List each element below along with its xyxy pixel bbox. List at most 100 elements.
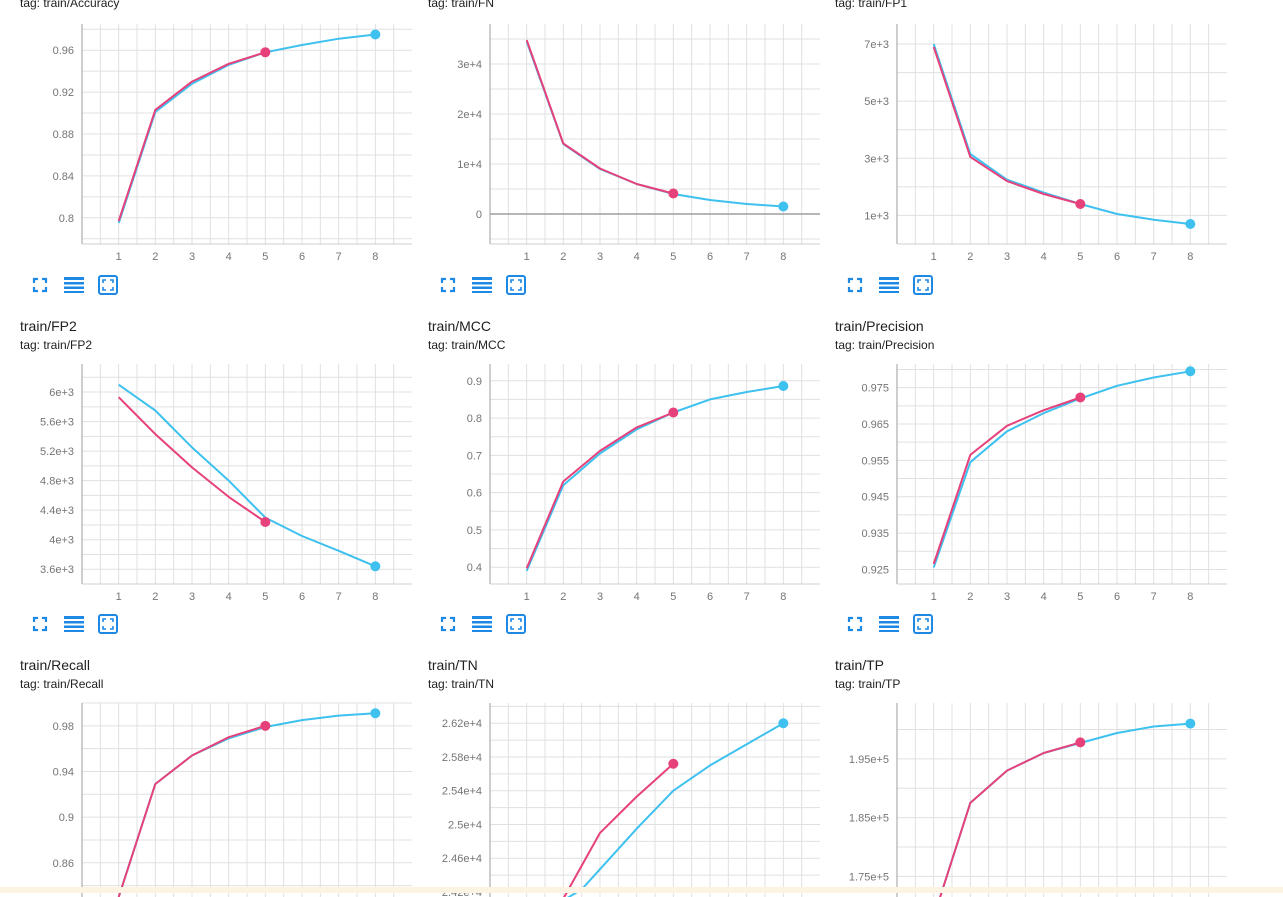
x-tick-label: 7 — [336, 251, 342, 263]
y-tick-label: 1e+3 — [864, 210, 889, 222]
chart-title: train/Recall — [20, 657, 91, 673]
y-tick-label: 4.8e+3 — [40, 476, 74, 488]
line-chart-precision[interactable]: 0.925 0.935 0.945 0.955 0.965 0.975 1 2 3 4 5 6 7 8 — [835, 358, 1235, 608]
fullscreen-icon[interactable] — [30, 614, 50, 634]
line-chart-fn[interactable]: 0 1e+4 2e+4 3e+4 1 2 3 4 5 6 7 8 — [428, 18, 828, 268]
x-tick-label: 4 — [634, 251, 640, 263]
chart-title: train/FP2 — [20, 318, 77, 334]
y-tick-label: 7e+3 — [864, 39, 889, 51]
y-tick-label: 2e+4 — [457, 109, 482, 121]
fit-domain-icon[interactable] — [913, 275, 933, 295]
series-line — [525, 39, 674, 195]
fit-domain-icon[interactable] — [913, 614, 933, 634]
fit-domain-icon[interactable] — [506, 275, 526, 295]
series-end-marker — [668, 758, 679, 769]
chart-tag: tag: train/FP1 — [835, 0, 908, 10]
x-tick-label: 8 — [780, 591, 786, 603]
series-line — [117, 396, 266, 523]
lines-icon[interactable] — [472, 614, 492, 634]
series-line — [939, 741, 1081, 897]
series-end-marker — [1075, 392, 1086, 403]
y-tick-label: 2.62e+4 — [442, 718, 482, 730]
x-tick-label: 2 — [152, 251, 158, 263]
x-tick-label: 3 — [189, 251, 195, 263]
x-tick-label: 4 — [1041, 591, 1047, 603]
x-tick-label: 8 — [1187, 251, 1193, 263]
chart-title: train/Precision — [835, 318, 924, 334]
fullscreen-icon[interactable] — [438, 614, 458, 634]
x-tick-label: 3 — [1004, 251, 1010, 263]
y-tick-label: 5e+3 — [864, 96, 889, 108]
series-end-marker — [668, 188, 679, 199]
lines-icon[interactable] — [879, 275, 899, 295]
fullscreen-icon[interactable] — [845, 614, 865, 634]
line-chart-tp[interactable]: 1.75e+5 1.85e+5 1.95e+5 — [835, 697, 1235, 897]
y-tick-label: 0.98 — [53, 721, 74, 733]
line-chart-accuracy[interactable]: 0.8 0.84 0.88 0.92 0.96 1 2 3 4 5 6 7 8 — [20, 18, 420, 268]
series-end-marker — [370, 29, 381, 40]
x-tick-label: 2 — [560, 251, 566, 263]
lines-icon[interactable] — [64, 275, 84, 295]
line-chart-fp2[interactable]: 3.6e+3 4e+3 4.4e+3 4.8e+3 5.2e+3 5.6e+3 6e+3 1 2… — [20, 358, 420, 608]
fit-domain-icon[interactable] — [506, 614, 526, 634]
chart-tag: tag: train/TP — [835, 677, 901, 691]
chart-tag: tag: train/MCC — [428, 338, 506, 352]
y-tick-label: 0.9 — [59, 812, 74, 824]
series-line — [525, 411, 674, 569]
x-tick-label: 8 — [1187, 591, 1193, 603]
line-chart-tn[interactable]: 2.42e+42.46e+42.5e+42.54e+42.58e+42.62e+… — [428, 697, 828, 897]
series-end-marker — [1075, 737, 1086, 748]
series-line — [567, 722, 784, 897]
x-tick-label: 6 — [1114, 591, 1120, 603]
line-chart-recall[interactable]: 0.86 0.9 0.94 0.98 — [20, 697, 420, 897]
x-tick-label: 7 — [1151, 251, 1157, 263]
fullscreen-icon[interactable] — [845, 275, 865, 295]
x-tick-label: 1 — [931, 591, 937, 603]
y-tick-label: 0.94 — [53, 766, 74, 778]
x-tick-label: 1 — [116, 591, 122, 603]
y-tick-label: 0.925 — [861, 564, 889, 576]
x-tick-label: 6 — [707, 591, 713, 603]
x-tick-label: 7 — [336, 591, 342, 603]
x-tick-label: 7 — [1151, 591, 1157, 603]
x-tick-label: 1 — [524, 251, 530, 263]
x-tick-label: 1 — [524, 591, 530, 603]
fullscreen-icon[interactable] — [438, 275, 458, 295]
y-tick-label: 3.6e+3 — [40, 564, 74, 576]
chart-tag: tag: train/Precision — [835, 338, 935, 352]
series-line — [932, 396, 1081, 565]
x-tick-label: 7 — [744, 251, 750, 263]
y-tick-label: 0.6 — [467, 488, 482, 500]
fit-domain-icon[interactable] — [98, 275, 118, 295]
y-tick-label: 4.4e+3 — [40, 505, 74, 517]
series-end-marker — [1185, 718, 1196, 729]
chart-tag: tag: train/Recall — [20, 677, 104, 691]
lines-icon[interactable] — [64, 614, 84, 634]
x-tick-label: 3 — [189, 591, 195, 603]
x-tick-label: 2 — [560, 591, 566, 603]
series-end-marker — [778, 201, 789, 212]
y-tick-label: 6e+3 — [49, 387, 74, 399]
y-tick-label: 4e+3 — [49, 535, 74, 547]
x-tick-label: 2 — [967, 591, 973, 603]
x-tick-label: 4 — [226, 251, 232, 263]
lines-icon[interactable] — [472, 275, 492, 295]
x-tick-label: 8 — [372, 251, 378, 263]
y-tick-label: 3e+3 — [864, 153, 889, 165]
y-tick-label: 0.4 — [467, 562, 482, 574]
y-tick-label: 2.54e+4 — [442, 786, 482, 798]
fullscreen-icon[interactable] — [30, 275, 50, 295]
series-end-marker — [668, 407, 679, 418]
lines-icon[interactable] — [879, 614, 899, 634]
series-end-marker — [260, 720, 271, 731]
fit-domain-icon[interactable] — [98, 614, 118, 634]
x-tick-label: 4 — [634, 591, 640, 603]
y-tick-label: 0.945 — [861, 492, 889, 504]
x-tick-label: 5 — [1077, 251, 1083, 263]
line-chart-mcc[interactable]: 0.4 0.5 0.6 0.7 0.8 0.9 1 2 3 4 5 6 7 8 — [428, 358, 828, 608]
series-end-marker — [370, 561, 381, 572]
line-chart-fp1[interactable]: 1e+3 3e+3 5e+3 7e+3 1 2 3 4 5 6 7 8 — [835, 18, 1235, 268]
x-tick-label: 5 — [1077, 591, 1083, 603]
y-tick-label: 1e+4 — [457, 159, 482, 171]
x-tick-label: 6 — [1114, 251, 1120, 263]
